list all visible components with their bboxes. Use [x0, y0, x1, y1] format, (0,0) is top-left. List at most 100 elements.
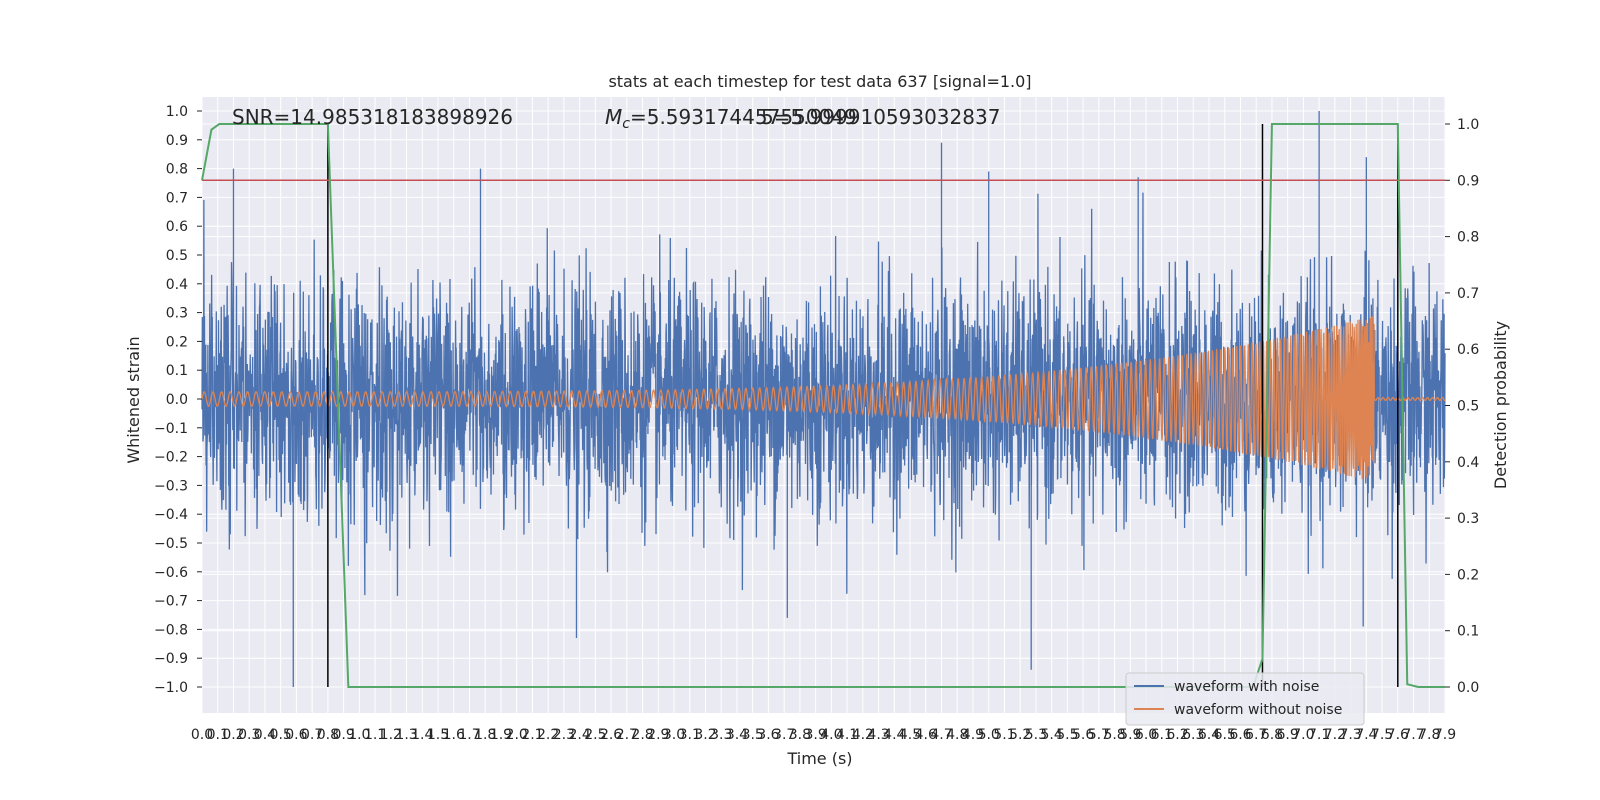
chirp-mass-symbol: M: [605, 105, 622, 129]
legend-label-noise: waveform with noise: [1174, 679, 1319, 695]
x-tick-label: 6.5: [1214, 727, 1236, 743]
x-tick-label: 5.3: [1025, 727, 1047, 743]
x-axis-label: Time (s): [786, 749, 852, 768]
x-tick-label: 6.6: [1229, 727, 1251, 743]
y-tick-label: −1.0: [154, 680, 188, 696]
y2-axis-label: Detection probability: [1491, 321, 1510, 489]
y2-tick-label: 0.2: [1457, 567, 1479, 583]
x-tick-label: 1.6: [443, 727, 465, 743]
x-tick-label: 3.7: [773, 727, 795, 743]
x-tick-label: 6.4: [1198, 727, 1220, 743]
x-tick-label: 4.0: [820, 727, 842, 743]
y-tick-label: 0.7: [166, 190, 188, 206]
x-tick-label: 5.4: [1041, 727, 1063, 743]
x-tick-label: 5.6: [1072, 727, 1094, 743]
series-waveform-without-noise: [201, 316, 1446, 480]
x-tick-label: 6.2: [1166, 727, 1188, 743]
vertical-markers: [327, 124, 1399, 687]
x-tick-label: 0.5: [270, 727, 292, 743]
y2-tick-label: 0.6: [1457, 342, 1479, 358]
x-tick-label: 5.0: [978, 727, 1000, 743]
y-tick-label: 0.6: [166, 219, 188, 235]
y-tick-label: −0.7: [154, 594, 188, 610]
x-tick-label: 5.7: [1088, 727, 1110, 743]
y-tick-label: 0.4: [166, 277, 188, 293]
x-tick-label: 3.0: [663, 727, 685, 743]
x-tick-label: 0.8: [317, 727, 339, 743]
x-tick-label: 4.7: [930, 727, 952, 743]
y-tick-label: 0.5: [166, 248, 188, 264]
x-tick-label: 3.5: [742, 727, 764, 743]
chart-title: stats at each timestep for test data 637…: [608, 72, 1031, 91]
x-tick-label: 5.9: [1119, 727, 1141, 743]
x-tick-labels: 0.00.10.20.30.40.50.60.70.80.91.01.11.21…: [191, 727, 1456, 743]
x-tick-label: 1.7: [458, 727, 480, 743]
chirp-mass-annotation: Mc=5.593174457550049: [605, 105, 857, 132]
x-tick-label: 5.2: [1009, 727, 1031, 743]
overlap-annotation: 5=5.999910593032837: [761, 105, 1000, 129]
x-tick-label: 4.5: [899, 727, 921, 743]
x-tick-label: 4.4: [883, 727, 905, 743]
x-tick-label: 3.6: [757, 727, 779, 743]
y-tick-label: −0.4: [154, 507, 188, 523]
y2-tick-label: 0.0: [1457, 680, 1479, 696]
x-tick-label: 6.7: [1245, 727, 1267, 743]
x-tick-label: 3.1: [679, 727, 701, 743]
y-axis-label: Whitened strain: [124, 336, 143, 463]
x-tick-label: 4.1: [836, 727, 858, 743]
x-tick-label: 1.9: [490, 727, 512, 743]
y-tick-label: −0.9: [154, 651, 188, 667]
y-tick-label: −0.6: [154, 565, 188, 581]
legend: waveform with noise waveform without noi…: [1125, 672, 1365, 726]
chirp-mass-value: =5.593174457550049: [630, 105, 857, 129]
x-tick-label: 1.4: [411, 727, 433, 743]
y-tick-labels: −1.0 −0.9 −0.8 −0.7 −0.6 −0.5 −0.4 −0.3 −0.2 −0.1…: [154, 104, 202, 696]
y2-tick-label: 1.0: [1457, 117, 1479, 133]
x-tick-label: 4.9: [962, 727, 984, 743]
x-tick-label: 6.3: [1182, 727, 1204, 743]
y-tick-label: 0.3: [166, 306, 188, 322]
y2-tick-label: 0.9: [1457, 173, 1479, 189]
x-tick-label: 2.1: [521, 727, 543, 743]
x-tick-label: 1.8: [474, 727, 496, 743]
x-tick-label: 1.0: [348, 727, 370, 743]
x-tick-label: 3.3: [710, 727, 732, 743]
y-tick-label: −0.3: [154, 478, 188, 494]
x-tick-label: 6.0: [1135, 727, 1157, 743]
x-tick-label: 7.3: [1339, 727, 1361, 743]
x-tick-label: 6.8: [1261, 727, 1283, 743]
x-tick-label: 3.2: [694, 727, 716, 743]
x-tick-label: 7.7: [1402, 727, 1424, 743]
legend-label-clean: waveform without noise: [1174, 702, 1342, 718]
x-tick-label: 5.1: [993, 727, 1015, 743]
x-tick-label: 2.5: [584, 727, 606, 743]
x-tick-label: 2.3: [553, 727, 575, 743]
x-tick-label: 4.3: [867, 727, 889, 743]
x-tick-label: 2.6: [600, 727, 622, 743]
x-tick-label: 6.1: [1151, 727, 1173, 743]
x-tick-label: 1.1: [364, 727, 386, 743]
y-tick-label: 0.9: [166, 133, 188, 149]
x-tick-label: 0.0: [191, 727, 213, 743]
legend-box: [1125, 672, 1365, 726]
x-tick-label: 1.5: [427, 727, 449, 743]
y-tick-label: −0.5: [154, 536, 188, 552]
x-tick-label: 4.2: [852, 727, 874, 743]
x-tick-label: 2.8: [631, 727, 653, 743]
x-tick-label: 7.1: [1308, 727, 1330, 743]
x-tick-label: 7.2: [1324, 727, 1346, 743]
x-tick-label: 7.6: [1387, 727, 1409, 743]
x-tick-label: 0.2: [222, 727, 244, 743]
chirp-mass-subscript: c: [622, 116, 630, 132]
y-tick-label: 0.8: [166, 162, 188, 178]
y2-tick-label: 0.1: [1457, 624, 1479, 640]
x-tick-label: 2.0: [506, 727, 528, 743]
x-tick-label: 0.6: [285, 727, 307, 743]
y2-tick-label: 0.3: [1457, 511, 1479, 527]
x-tick-label: 7.4: [1355, 727, 1377, 743]
x-tick-label: 0.3: [238, 727, 260, 743]
x-tick-label: 4.8: [946, 727, 968, 743]
x-tick-label: 1.3: [395, 727, 417, 743]
waveform-without-noise-line: [201, 316, 1446, 480]
